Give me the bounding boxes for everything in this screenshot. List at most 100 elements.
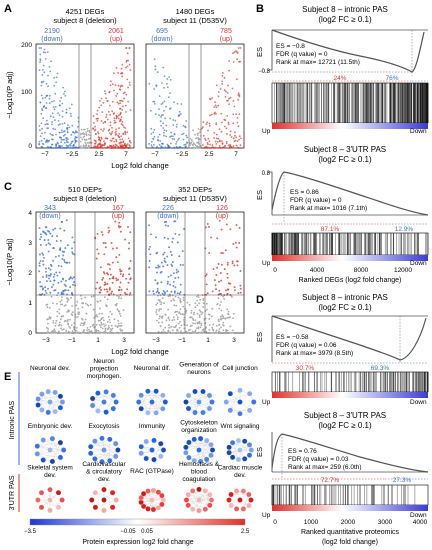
- volcano-point: [116, 308, 119, 311]
- b-bot-pct-red: 87.1%: [321, 226, 340, 233]
- network-node: [110, 405, 117, 412]
- volcano-point: [222, 295, 225, 298]
- volcano-point: [114, 147, 117, 149]
- volcano-point: [111, 83, 114, 85]
- volcano-point: [83, 145, 86, 147]
- volcano-point: [111, 100, 114, 103]
- volcano-point: [102, 102, 105, 104]
- volcano-point: [45, 95, 48, 97]
- volcano-point: [69, 107, 71, 110]
- volcano-point: [187, 331, 190, 334]
- d-top-es: ES = −0.58: [276, 334, 309, 341]
- volcano-point: [185, 145, 187, 148]
- volcano-point: [63, 304, 66, 307]
- volcano-point: [149, 245, 151, 248]
- volcano-point: [208, 329, 211, 331]
- volcano-point: [116, 331, 119, 334]
- volcano-point: [162, 66, 165, 69]
- volcano-point: [48, 97, 51, 100]
- volcano-point: [179, 301, 182, 304]
- volcano-point: [38, 264, 41, 267]
- volcano-point: [106, 145, 109, 148]
- volcano-point: [155, 266, 158, 269]
- volcano-point: [166, 255, 169, 258]
- volcano-point: [111, 130, 114, 133]
- d-bot-subtitle: (log2 FC ≥ 0.1): [318, 421, 372, 430]
- volcano-point: [238, 135, 241, 138]
- volcano-point: [179, 313, 182, 315]
- volcano-point: [182, 124, 185, 127]
- volcano-point: [221, 140, 223, 143]
- volcano-point: [225, 223, 228, 226]
- volcano-point: [163, 302, 165, 305]
- network-label: dev.: [44, 472, 56, 479]
- volcano-point: [108, 277, 111, 280]
- d-bot-pct-red: 72.7%: [321, 477, 340, 484]
- volcano-point: [41, 132, 43, 135]
- volcano-point: [124, 130, 126, 133]
- volcano-point: [186, 136, 189, 139]
- volcano-point: [80, 297, 83, 300]
- volcano-point: [223, 268, 226, 271]
- volcano-point: [117, 289, 120, 292]
- volcano-point: [118, 136, 120, 139]
- volcano-point: [61, 145, 63, 148]
- volcano-point: [170, 325, 173, 328]
- b-bot-pct-blue: 12.9%: [395, 226, 414, 233]
- network-node: [140, 490, 147, 497]
- a-right-down-label: (down): [151, 36, 172, 43]
- network-edge: [49, 489, 59, 508]
- volcano-point: [119, 230, 122, 233]
- volcano-point: [185, 120, 188, 122]
- volcano-point: [39, 238, 42, 241]
- volcano-point: [85, 143, 87, 145]
- volcano-point: [46, 51, 49, 53]
- volcano-point: [190, 316, 193, 319]
- volcano-point: [232, 113, 235, 116]
- volcano-point: [107, 100, 109, 102]
- network-node: [138, 494, 144, 501]
- network-node: [35, 396, 41, 402]
- volcano-point: [159, 120, 162, 123]
- volcano-point: [115, 277, 118, 280]
- volcano-point: [217, 104, 220, 107]
- volcano-point: [202, 299, 205, 301]
- volcano-point: [232, 329, 234, 332]
- panel-letter-b: B: [256, 3, 264, 15]
- volcano-point: [230, 146, 233, 149]
- b-bot-down: Down: [410, 260, 427, 267]
- volcano-point: [57, 291, 60, 294]
- b-xtick: 4000: [310, 267, 325, 274]
- volcano-point: [230, 136, 233, 138]
- volcano-point: [44, 58, 47, 60]
- network-node: [240, 506, 247, 512]
- volcano-point: [175, 271, 178, 274]
- volcano-point: [66, 320, 69, 323]
- volcano-point: [158, 143, 161, 146]
- volcano-point: [157, 139, 160, 142]
- volcano-point: [156, 145, 158, 148]
- volcano-point: [190, 309, 193, 312]
- volcano-point: [64, 133, 66, 136]
- b-top-ylabel: ES: [255, 47, 264, 57]
- network-edge: [143, 493, 164, 501]
- network-node: [189, 488, 196, 494]
- volcano-point: [170, 135, 173, 138]
- panel-b: B Subject 8 – intronic PAS (log2 FC ≥ 0.…: [255, 3, 429, 284]
- panel-letter-d: D: [256, 294, 264, 306]
- a-left-xtick: −7: [41, 151, 49, 158]
- volcano-point: [229, 316, 231, 318]
- volcano-point: [81, 138, 84, 141]
- network-node: [89, 395, 96, 402]
- volcano-point: [66, 297, 68, 299]
- volcano-point: [119, 85, 122, 88]
- volcano-point: [71, 305, 73, 307]
- volcano-point: [216, 141, 219, 143]
- volcano-point: [67, 299, 69, 302]
- volcano-point: [82, 324, 85, 327]
- volcano-point: [205, 123, 208, 125]
- network-node: [160, 405, 166, 412]
- volcano-point: [69, 112, 72, 115]
- network-node: [229, 454, 236, 461]
- volcano-point: [44, 51, 47, 54]
